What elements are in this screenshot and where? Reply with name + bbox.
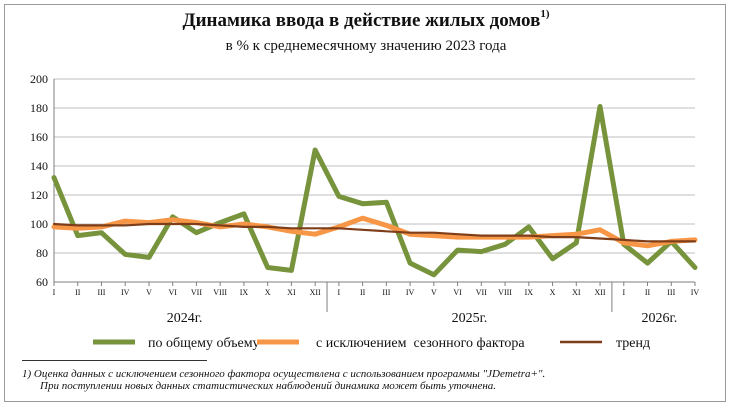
chart-subtitle: в % к среднемесячному значению 2023 года	[225, 38, 507, 54]
x-tick-label: V	[146, 288, 152, 297]
x-tick-label: III	[382, 288, 390, 297]
x-tick-label: VI	[453, 288, 462, 297]
x-tick-label: IV	[406, 288, 415, 297]
footnote-divider	[22, 360, 207, 361]
footnote: 1) Оценка данных с исключением сезонного…	[22, 368, 545, 392]
y-tick-label: 120	[30, 188, 48, 202]
series-line	[51, 104, 698, 278]
y-tick-label: 160	[30, 130, 48, 144]
x-tick-label: II	[75, 288, 81, 297]
chart-title-text: Динамика ввода в действие жилых домов	[182, 10, 541, 31]
legend-label: тренд	[616, 336, 650, 351]
x-tick-label: III	[97, 288, 105, 297]
y-tick-label: 60	[36, 275, 48, 289]
legend-label: с исключением сезонного фактора	[316, 336, 525, 351]
x-tick-label: X	[550, 288, 556, 297]
x-tick-label: VIII	[498, 288, 512, 297]
footnote-line-1: 1) Оценка данных с исключением сезонного…	[22, 368, 546, 380]
year-label: 2024г.	[167, 311, 203, 326]
x-tick-label: XII	[594, 288, 605, 297]
x-tick-label: III	[667, 288, 675, 297]
x-tick-label: IV	[121, 288, 130, 297]
footnote-line-2: При поступлении новых данных статистичес…	[40, 380, 497, 392]
x-tick-label: XI	[287, 288, 296, 297]
y-tick-label: 180	[30, 101, 48, 115]
x-tick-label: XI	[572, 288, 581, 297]
year-label: 2025г.	[452, 311, 488, 326]
y-tick-label: 140	[30, 159, 48, 173]
y-tick-label: 80	[36, 246, 48, 260]
x-tick-label: IX	[240, 288, 249, 297]
x-tick-label: I	[622, 288, 625, 297]
chart-title-footnote-mark: 1)	[540, 8, 550, 20]
x-tick-label: II	[360, 288, 366, 297]
x-tick-label: VII	[191, 288, 202, 297]
x-tick-label: IV	[691, 288, 700, 297]
x-tick-label: VI	[168, 288, 177, 297]
x-tick-label: VII	[476, 288, 487, 297]
chart-title: Динамика ввода в действие жилых домов1)	[0, 8, 732, 32]
series-line	[52, 222, 697, 243]
x-tick-label: XII	[310, 288, 321, 297]
y-tick-label: 200	[30, 72, 48, 86]
x-tick-label: IX	[525, 288, 534, 297]
year-label: 2026г.	[642, 311, 678, 326]
x-tick-label: I	[53, 288, 56, 297]
y-tick-label: 100	[30, 217, 48, 231]
x-tick-label: V	[431, 288, 437, 297]
legend-label: по общему объему	[148, 336, 260, 351]
x-tick-label: VIII	[213, 288, 227, 297]
x-tick-label: I	[338, 288, 341, 297]
x-tick-label: X	[265, 288, 271, 297]
series-line	[51, 215, 698, 249]
x-tick-label: II	[645, 288, 651, 297]
